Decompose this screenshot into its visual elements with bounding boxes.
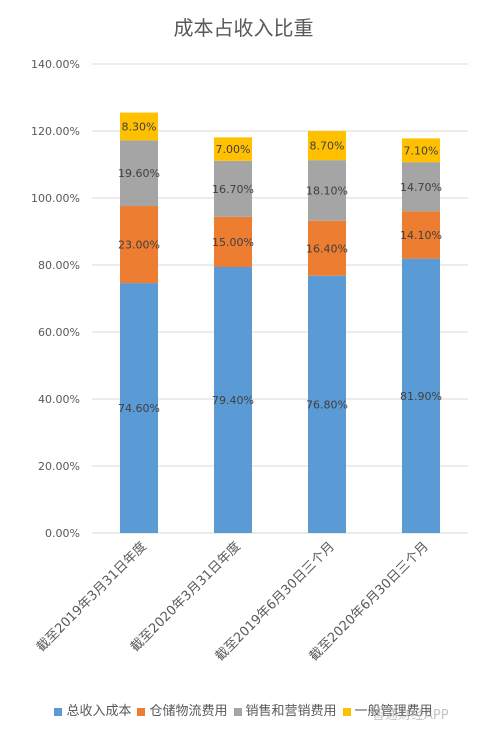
y-tick-label: 120.00% <box>31 125 80 138</box>
data-label: 76.80% <box>306 398 348 411</box>
bar-segment <box>308 160 346 221</box>
bar-segment <box>402 138 440 163</box>
bar-segment <box>402 162 440 212</box>
bar-segment <box>308 220 346 276</box>
data-label: 14.70% <box>400 181 442 194</box>
data-label: 15.00% <box>212 236 254 249</box>
plot-area: 0.00% 20.00% 40.00% 60.00% 80.00% 100.00% 120.… <box>31 58 468 664</box>
legend-swatch <box>137 707 146 716</box>
bar-segment <box>214 267 252 533</box>
data-label: 79.40% <box>212 394 254 407</box>
y-tick-label: 80.00% <box>38 259 80 272</box>
bar-segment <box>120 283 158 533</box>
legend-item: 销售和营销费用 <box>233 700 337 719</box>
legend-label: 销售和营销费用 <box>245 704 337 719</box>
legend-label: 总收入成本 <box>66 704 132 719</box>
legend-label: 一般管理费用 <box>354 704 433 719</box>
bar-segment <box>214 216 252 268</box>
data-label: 81.90% <box>400 390 442 403</box>
legend-item: 一般管理费用 <box>342 700 433 719</box>
data-label: 7.00% <box>216 143 251 156</box>
bar-segment <box>214 137 252 161</box>
bar-segment <box>120 112 158 141</box>
data-label: 16.40% <box>306 242 348 255</box>
legend-swatch <box>54 707 63 716</box>
legend: 总收入成本 仓储物流费用 销售和营销费用 一般管理费用 <box>0 700 487 719</box>
data-label: 18.10% <box>306 184 348 197</box>
legend-swatch <box>342 707 351 716</box>
chart-title: 成本占收入比重 <box>173 16 314 40</box>
y-tick-label: 60.00% <box>38 326 80 339</box>
data-label: 14.10% <box>400 229 442 242</box>
y-tick-label: 140.00% <box>31 58 80 71</box>
y-tick-label: 100.00% <box>31 192 80 205</box>
data-label: 8.70% <box>310 140 345 153</box>
data-label: 16.70% <box>212 183 254 196</box>
bar-segment <box>402 211 440 259</box>
legend-swatch <box>233 707 242 716</box>
legend-item: 仓储物流费用 <box>137 700 228 719</box>
data-label: 19.60% <box>118 167 160 180</box>
legend-label: 仓储物流费用 <box>149 704 228 719</box>
bar-segment <box>308 275 346 533</box>
legend-item: 总收入成本 <box>54 700 131 719</box>
bar-segment <box>120 206 158 284</box>
y-tick-label: 40.00% <box>38 393 80 406</box>
bar-segment <box>214 160 252 217</box>
data-label: 8.30% <box>122 120 157 133</box>
bar-segment <box>308 131 346 161</box>
bar-segment <box>402 258 440 533</box>
data-label: 74.60% <box>118 402 160 415</box>
y-tick-label: 0.00% <box>45 527 80 540</box>
x-tick-label: 截至2019年3月31日年度 <box>33 539 150 656</box>
data-label: 23.00% <box>118 239 160 252</box>
bar-segment <box>120 140 158 207</box>
watermark: 智通财经APP <box>372 708 449 723</box>
y-tick-label: 20.00% <box>38 460 80 473</box>
data-label: 7.10% <box>404 144 439 157</box>
x-tick-label: 截至2020年3月31日年度 <box>127 539 244 656</box>
